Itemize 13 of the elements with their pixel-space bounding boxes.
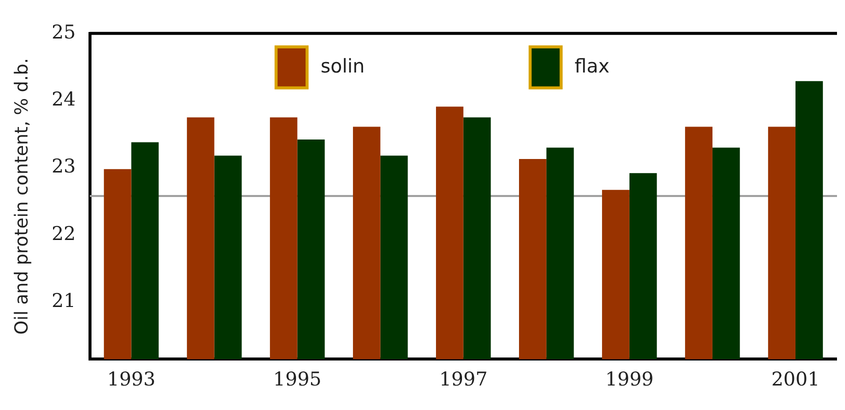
- y-tick-label: 23: [52, 156, 76, 178]
- x-tick-label: 1999: [605, 368, 654, 391]
- y-tick-label: 22: [52, 222, 76, 245]
- x-tick-label: 1993: [107, 368, 156, 391]
- y-tick-label: 25: [52, 21, 76, 44]
- legend-label: solin: [320, 55, 365, 78]
- y-axis-title: Oil and protein content, % d.b.: [11, 58, 32, 335]
- y-tick-label: 24: [52, 88, 76, 111]
- x-tick-label: 1997: [439, 368, 488, 391]
- x-tick-label: 2001: [771, 368, 820, 391]
- legend-label: flax: [574, 55, 610, 78]
- x-tick-label: 1995: [273, 368, 322, 391]
- y-tick-label: 21: [52, 290, 76, 312]
